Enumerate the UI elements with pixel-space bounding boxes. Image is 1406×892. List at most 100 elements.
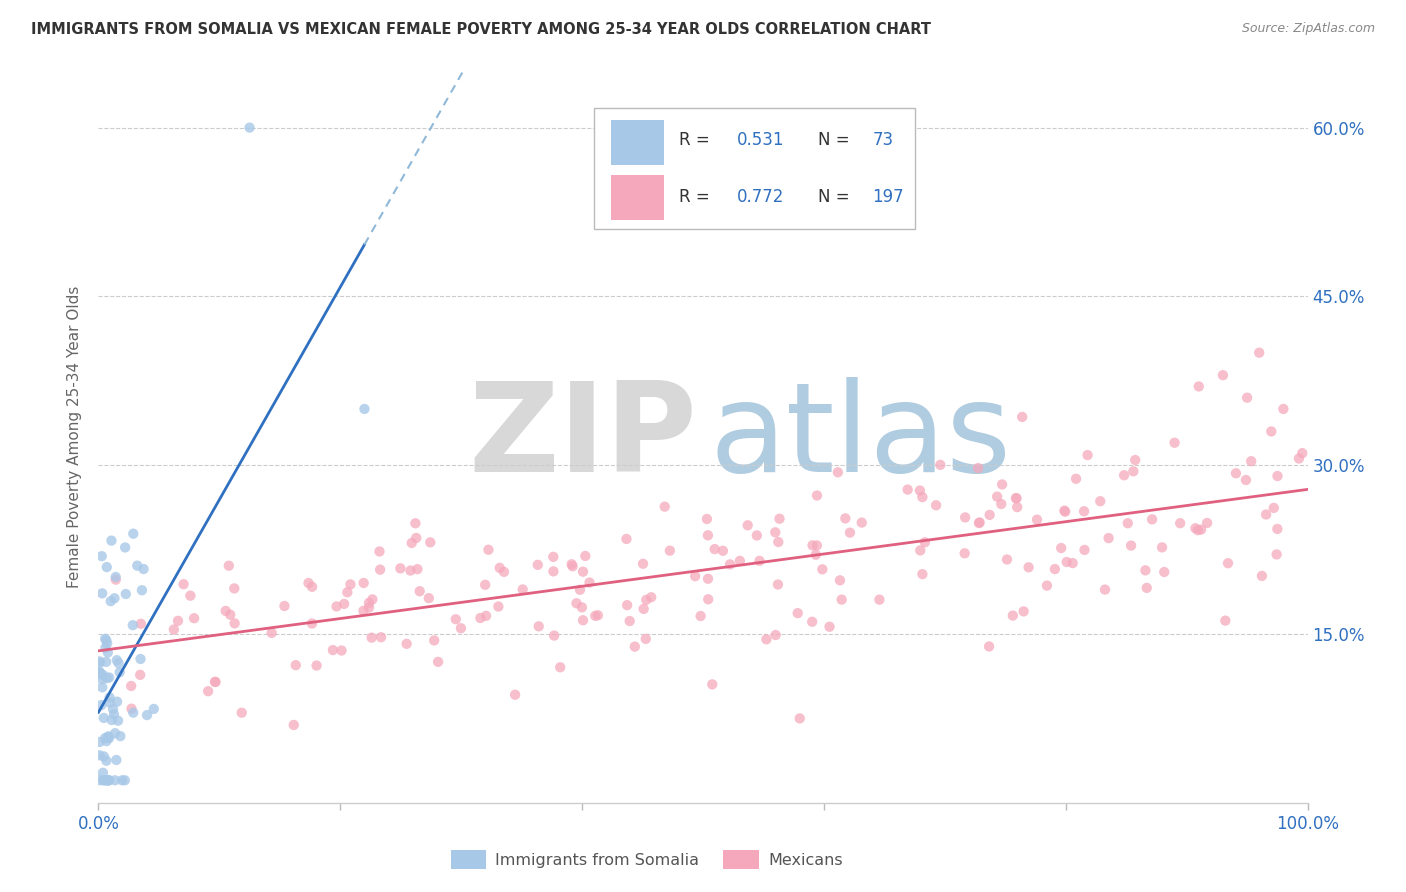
- Point: [929, 458, 952, 472]
- Point: [96, 734, 118, 748]
- Point: [427, 655, 450, 669]
- Point: [1188, 379, 1211, 393]
- Point: [765, 628, 787, 642]
- Point: [131, 583, 153, 598]
- Point: [1256, 508, 1278, 522]
- Point: [89, 773, 111, 788]
- Point: [444, 612, 467, 626]
- Point: [101, 702, 124, 716]
- Point: [703, 542, 725, 557]
- Point: [100, 594, 122, 608]
- Point: [477, 542, 499, 557]
- Point: [908, 483, 931, 498]
- Point: [103, 707, 125, 722]
- Point: [1291, 446, 1313, 460]
- Point: [353, 576, 375, 591]
- Point: [129, 652, 152, 666]
- Point: [488, 561, 510, 575]
- Point: [89, 735, 111, 749]
- Point: [475, 608, 498, 623]
- Text: R =: R =: [679, 187, 714, 206]
- Point: [97, 773, 120, 788]
- Point: [561, 559, 583, 574]
- Point: [93, 749, 115, 764]
- Point: [94, 655, 117, 669]
- Point: [104, 773, 127, 788]
- Point: [806, 538, 828, 552]
- Point: [339, 577, 361, 591]
- FancyBboxPatch shape: [612, 175, 664, 219]
- Point: [683, 569, 706, 583]
- Point: [806, 488, 828, 502]
- Point: [108, 665, 131, 680]
- Point: [548, 660, 571, 674]
- Point: [1267, 522, 1289, 536]
- Point: [89, 654, 111, 668]
- Point: [914, 535, 936, 549]
- Point: [1251, 569, 1274, 583]
- Point: [1215, 614, 1237, 628]
- Point: [1094, 582, 1116, 597]
- Text: 0.772: 0.772: [737, 187, 785, 206]
- Point: [114, 773, 136, 788]
- Point: [450, 621, 472, 635]
- Point: [163, 623, 186, 637]
- Point: [89, 656, 111, 670]
- Point: [1073, 543, 1095, 558]
- Point: [616, 598, 638, 612]
- Point: [967, 461, 990, 475]
- Point: [89, 665, 111, 680]
- Point: [768, 512, 790, 526]
- Point: [1005, 491, 1028, 505]
- Point: [543, 565, 565, 579]
- Point: [1056, 555, 1078, 569]
- Point: [179, 589, 201, 603]
- Point: [991, 477, 1014, 491]
- Point: [574, 549, 596, 563]
- Point: [352, 604, 374, 618]
- Text: atlas: atlas: [709, 376, 1011, 498]
- Point: [1153, 565, 1175, 579]
- Point: [1212, 368, 1234, 383]
- Point: [543, 549, 565, 564]
- Point: [98, 696, 121, 710]
- Point: [330, 643, 353, 657]
- Point: [273, 599, 295, 613]
- Point: [122, 526, 145, 541]
- Point: [1272, 401, 1295, 416]
- Point: [105, 753, 128, 767]
- Point: [105, 695, 128, 709]
- Point: [801, 615, 824, 629]
- Point: [474, 578, 496, 592]
- Point: [104, 570, 127, 584]
- Point: [486, 599, 509, 614]
- Point: [91, 668, 114, 682]
- FancyBboxPatch shape: [595, 108, 915, 228]
- Point: [401, 536, 423, 550]
- Point: [1288, 451, 1310, 466]
- Point: [224, 582, 246, 596]
- Point: [811, 562, 834, 576]
- Point: [167, 614, 190, 628]
- Point: [1197, 516, 1219, 530]
- Text: 197: 197: [872, 187, 904, 206]
- Point: [127, 558, 149, 573]
- Point: [1187, 523, 1209, 537]
- Point: [215, 604, 238, 618]
- Text: ZIP: ZIP: [468, 376, 697, 498]
- Point: [839, 525, 862, 540]
- Point: [418, 591, 440, 606]
- Point: [96, 636, 118, 650]
- Point: [1011, 409, 1033, 424]
- Point: [1062, 556, 1084, 570]
- Point: [98, 731, 121, 745]
- Point: [986, 490, 1008, 504]
- Point: [737, 518, 759, 533]
- Point: [111, 773, 134, 788]
- Point: [763, 525, 786, 540]
- Point: [583, 608, 606, 623]
- Point: [925, 498, 948, 512]
- Point: [470, 611, 492, 625]
- Point: [1112, 468, 1135, 483]
- Point: [1116, 516, 1139, 531]
